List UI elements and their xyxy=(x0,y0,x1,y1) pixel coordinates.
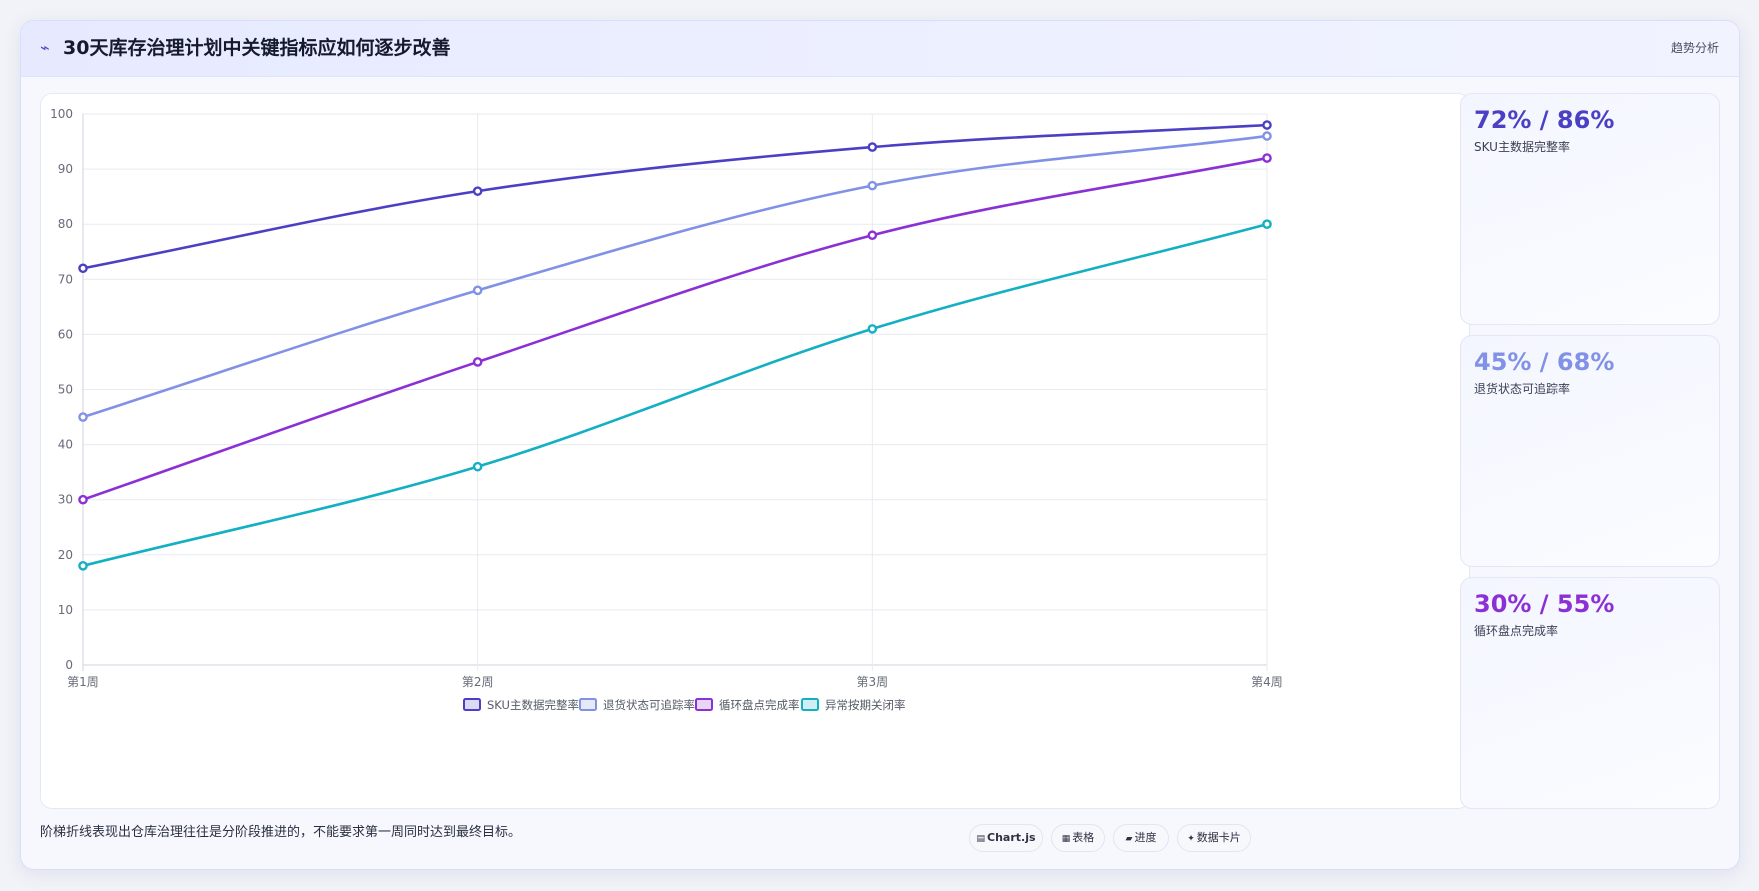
chip-label: 表格 xyxy=(1072,831,1095,844)
series-line xyxy=(81,123,1269,270)
legend-swatch xyxy=(695,698,713,711)
y-tick-label: 80 xyxy=(58,217,73,231)
data-point xyxy=(867,142,878,152)
data-point xyxy=(78,561,88,571)
kpi-card-returns: 45% / 68% 退货状态可追踪率 xyxy=(1460,335,1720,567)
chip-chartjs[interactable]: ▤ Chart.js xyxy=(969,824,1043,852)
progress-icon: ▰ xyxy=(1125,834,1133,844)
card-icon: ✦ xyxy=(1187,834,1195,844)
data-point xyxy=(78,263,88,274)
panel-header: ⌁ 30天库存治理计划中关键指标应如何逐步改善 趋势分析 xyxy=(21,21,1739,77)
line-chart: 0 10 20 30 40 50 60 70 80 90 100 第1周 第2周 第3周 第4周 SKU主数据… xyxy=(50,107,1283,712)
data-point xyxy=(472,461,483,472)
legend-label: 退货状态可追踪率 xyxy=(603,698,695,712)
kpi-card-cycle-count: 30% / 55% 循环盘点完成率 xyxy=(1460,577,1720,809)
series-line xyxy=(81,156,1269,501)
series-line xyxy=(81,134,1269,419)
chip-table[interactable]: ▦ 表格 xyxy=(1051,824,1105,852)
y-tick-label: 10 xyxy=(58,603,73,617)
data-point xyxy=(867,180,878,191)
chip-label: Chart.js xyxy=(987,831,1036,844)
y-tick-label: 90 xyxy=(58,162,73,176)
footer-note: 阶梯折线表现出仓库治理往往是分阶段推进的，不能要求第一周同时达到最终目标。 xyxy=(40,825,522,840)
data-point xyxy=(867,230,878,241)
y-tick-label: 50 xyxy=(58,383,73,397)
analysis-type-tag: 趋势分析 xyxy=(1670,41,1719,55)
table-icon: ▦ xyxy=(1061,834,1071,844)
page-title: 30天库存治理计划中关键指标应如何逐步改善 xyxy=(63,37,451,59)
x-tick-label: 第4周 xyxy=(1251,675,1283,689)
y-tick-label: 70 xyxy=(58,272,73,286)
legend-swatch xyxy=(463,698,481,711)
x-tick-label: 第2周 xyxy=(462,675,494,689)
y-tick-label: 100 xyxy=(50,107,73,121)
chip-label: 进度 xyxy=(1134,831,1157,844)
y-tick-label: 40 xyxy=(58,438,73,452)
data-point xyxy=(472,285,483,296)
data-point xyxy=(867,324,878,334)
chip-progress[interactable]: ▰ 进度 xyxy=(1113,824,1169,852)
chip-label: 数据卡片 xyxy=(1196,831,1241,844)
kpi-label: 循环盘点完成率 xyxy=(1474,624,1559,638)
x-tick-label: 第3周 xyxy=(857,675,889,689)
y-tick-label: 30 xyxy=(58,493,73,507)
line-chart-card: 0 10 20 30 40 50 60 70 80 90 100 第1周 第2周 第3周 第4周 SKU主数据… xyxy=(40,93,1470,809)
legend-label: 异常按期关闭率 xyxy=(825,698,906,712)
legend-swatch xyxy=(801,698,819,711)
y-tick-label: 0 xyxy=(65,658,73,672)
data-point xyxy=(1262,120,1272,130)
legend-label: 循环盘点完成率 xyxy=(719,698,800,712)
chip-data-card[interactable]: ✦ 数据卡片 xyxy=(1177,824,1251,852)
data-point xyxy=(78,494,88,505)
trend-icon: ⌁ xyxy=(40,38,50,57)
x-tick-label: 第1周 xyxy=(67,675,99,689)
chart-icon: ▤ xyxy=(976,834,985,844)
data-point xyxy=(472,186,483,196)
dashboard-panel: ⌁ 30天库存治理计划中关键指标应如何逐步改善 趋势分析 0 10 20 30 40 50… xyxy=(20,20,1740,870)
data-point xyxy=(78,412,88,422)
series-line xyxy=(81,222,1269,568)
data-point xyxy=(1262,153,1272,163)
kpi-value: 45% / 68% xyxy=(1474,348,1615,376)
y-tick-label: 60 xyxy=(58,327,73,341)
legend-swatch xyxy=(579,698,597,711)
kpi-value: 72% / 86% xyxy=(1474,106,1615,134)
data-point xyxy=(1262,131,1272,141)
legend-label: SKU主数据完整率 xyxy=(487,698,579,712)
kpi-label: SKU主数据完整率 xyxy=(1474,140,1570,154)
data-point xyxy=(472,357,483,367)
kpi-label: 退货状态可追踪率 xyxy=(1474,382,1571,396)
kpi-value: 30% / 55% xyxy=(1474,590,1615,618)
data-point xyxy=(1262,219,1272,229)
y-tick-label: 20 xyxy=(58,548,73,562)
kpi-card-sku: 72% / 86% SKU主数据完整率 xyxy=(1460,93,1720,325)
